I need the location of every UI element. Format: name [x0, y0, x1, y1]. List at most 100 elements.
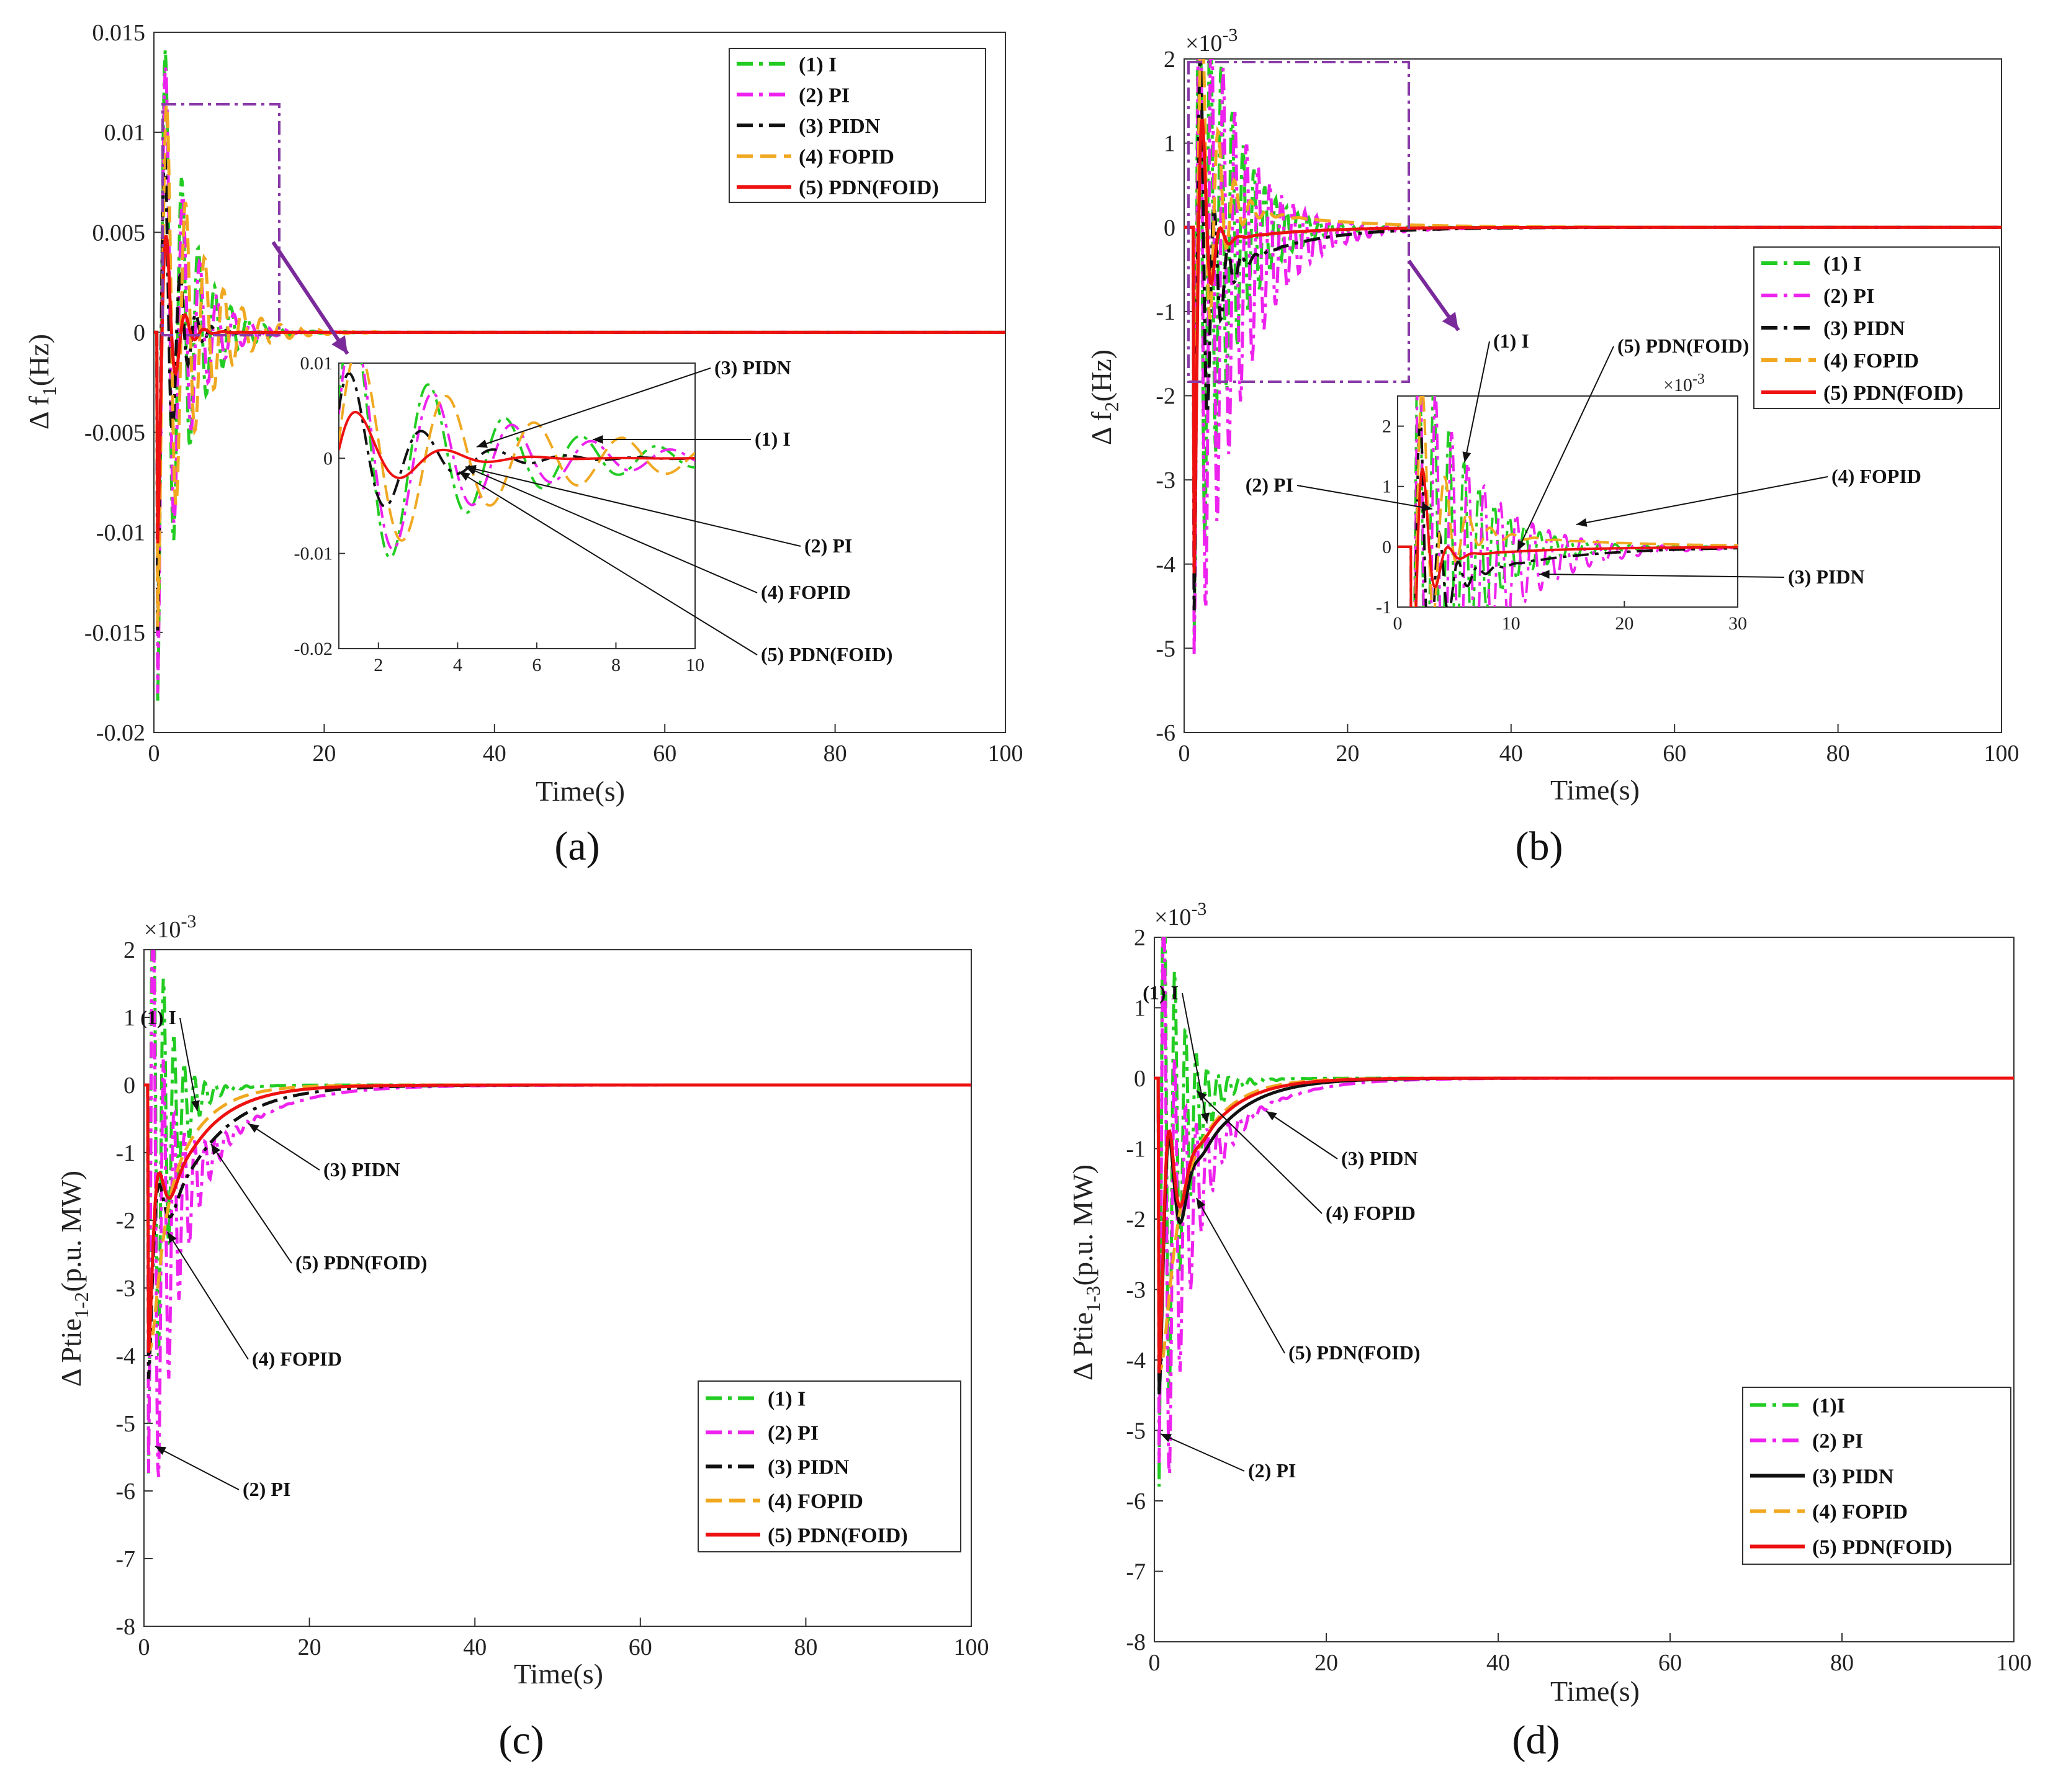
annotation-arrow: [1576, 476, 1828, 525]
annotation-label: (3) PIDN: [1341, 1147, 1418, 1169]
annotation-label: (5) PDN(FOID): [761, 643, 892, 665]
zoom-region-box: [1187, 61, 1410, 383]
axis-exponent: ×10-3: [1185, 25, 1238, 56]
zoom-arrow-shaft: [271, 241, 349, 355]
x-tick-label: 100: [1984, 741, 2019, 767]
inset-y-tick-label: 1: [1382, 477, 1391, 497]
x-tick-label: 20: [1336, 741, 1359, 767]
y-tick-label: -1: [1126, 1137, 1146, 1163]
legend-entry: (4) FOPID: [1823, 349, 1919, 372]
y-tick-label: -7: [115, 1546, 135, 1572]
axis-exponent: ×10-3: [144, 911, 196, 943]
y-tick-label: 0.015: [92, 20, 146, 46]
x-tick-label: 40: [483, 741, 506, 767]
y-tick-label: 2: [1164, 47, 1175, 73]
x-tick-label: 20: [298, 1634, 321, 1660]
inset-exponent: ×10-3: [1663, 371, 1705, 395]
annotation-arrowhead: [1266, 1111, 1277, 1121]
x-axis-label: Time(s): [1550, 774, 1640, 806]
series-line-pdnfoid: [144, 1083, 971, 1353]
annotation-label: (1) I: [140, 1006, 176, 1029]
x-tick-label: 20: [1314, 1650, 1338, 1676]
annotation-arrowhead: [211, 1144, 221, 1155]
x-tick-label: 100: [1997, 1650, 2032, 1676]
x-tick-label: 80: [824, 741, 847, 767]
annotation-arrowhead: [593, 434, 603, 444]
legend-entry: (3) PIDN: [768, 1456, 850, 1479]
annotation-arrow: [210, 1143, 292, 1264]
x-axis-label: Time(s): [536, 775, 625, 807]
annotation-arrowhead: [1462, 451, 1471, 462]
y-tick-label: -3: [1126, 1277, 1146, 1303]
annotations: (1) I (3) PIDN (4) FOPID (5) PDN(FOID) (2) P…: [1143, 981, 1420, 1482]
inset-frame: [338, 362, 696, 649]
x-tick-label: 0: [138, 1634, 150, 1660]
legend: (1) I (2) PI (3) PIDN (4) FOPID (5) PDN(FOID…: [698, 1380, 961, 1552]
y-tick-label: 0.01: [104, 120, 146, 146]
annotation-arrowhead: [477, 439, 488, 448]
annotation-label: (3) PIDN: [714, 356, 791, 379]
x-tick-label: 80: [1830, 1650, 1854, 1676]
y-tick-label: 0: [124, 1073, 135, 1099]
legend-entry: (5) PDN(FOID): [1812, 1536, 1952, 1559]
y-tick-label: -4: [1126, 1348, 1146, 1374]
series-line-fopid: [1398, 396, 1738, 607]
annotation-arrow: [248, 1123, 320, 1171]
x-tick-label: 60: [1663, 741, 1686, 767]
series-line-fopid: [1154, 1076, 2014, 1371]
x-tick-label: 40: [1486, 1650, 1510, 1676]
x-tick-label: 0: [1149, 1650, 1161, 1676]
annotation-arrowhead: [459, 472, 470, 481]
chart-panel-d: 0 20 40 60 80 100 -8 -7 -6 -5 -4 -3 -2 -1 0 1 2 ×10-3 Time…: [1067, 899, 2032, 1763]
y-tick-label: -4: [115, 1343, 135, 1369]
zoom-arrow-head: [1442, 312, 1458, 330]
y-tick-label: -4: [1156, 552, 1175, 578]
legend-entry: (4) FOPID: [768, 1490, 863, 1513]
annotation-arrowhead: [1421, 503, 1432, 512]
annotation-arrow: [1160, 1433, 1245, 1472]
inset-x-tick-label: 30: [1728, 613, 1747, 634]
inset-y-tick-label: 0.01: [300, 353, 333, 374]
legend: (1) I (2) PI (3) PIDN (4) FOPID (5) PDN(FOID…: [1753, 246, 2000, 409]
y-tick-label: -2: [1156, 384, 1175, 410]
panel-label: (b): [1516, 824, 1563, 869]
x-tick-label: 0: [148, 741, 160, 767]
inset-x-tick-label: 8: [611, 655, 621, 675]
inset-x-tick-label: 4: [453, 655, 462, 675]
inset-x-tick-label: 2: [374, 655, 383, 675]
y-tick-label: -5: [1126, 1418, 1146, 1444]
legend-entry: (5) PDN(FOID): [768, 1524, 908, 1547]
legend-entry: (3) PIDN: [799, 115, 881, 138]
legend-entry: (1)I: [1812, 1395, 1845, 1418]
series-line-pi: [339, 363, 695, 551]
series-line-pdnfoid: [154, 235, 1005, 544]
legend: (1) I (2) PI (3) PIDN (4) FOPID (5) PDN(FOID…: [729, 48, 986, 203]
annotation-arrowhead: [168, 1232, 177, 1243]
x-tick-label: 40: [463, 1634, 487, 1660]
legend-entry: (2) PI: [799, 84, 850, 107]
y-tick-label: -6: [1156, 720, 1175, 746]
y-tick-label: -0.005: [84, 420, 145, 446]
y-tick-label: -3: [1156, 467, 1175, 493]
inset-plot: 2 4 6 8 10 -0.02 -0.01 0 0.01: [294, 353, 705, 675]
y-tick-label: 1: [124, 1005, 135, 1031]
series-line-pdnfoid: [1184, 119, 2001, 574]
y-tick-label: -0.01: [96, 520, 145, 546]
annotations: (3) PIDN (1) I (2) PI (4) FOPID (5) PDN(FOID…: [459, 356, 892, 665]
y-tick-label: -6: [115, 1479, 135, 1505]
annotation-arrow: [1182, 993, 1208, 1124]
chart-panel-c: 0 20 40 60 80 100 -8 -7 -6 -5 -4 -3 -2 -1 0 1 2 ×10-3 Time…: [55, 911, 989, 1763]
annotation-label: (2) PI: [804, 534, 852, 557]
annotation-arrow: [1296, 485, 1433, 510]
x-axis-label: Time(s): [1550, 1675, 1640, 1707]
series-line-pidn: [1398, 418, 1738, 607]
annotation-arrowhead: [155, 1446, 166, 1455]
y-tick-label: -1: [115, 1140, 135, 1166]
plot-frame: [153, 32, 1006, 733]
y-tick-label: -0.015: [84, 620, 145, 646]
x-tick-label: 60: [1658, 1650, 1682, 1676]
inset-x-tick-label: 10: [1502, 613, 1521, 634]
y-tick-label: 0: [1134, 1066, 1146, 1092]
